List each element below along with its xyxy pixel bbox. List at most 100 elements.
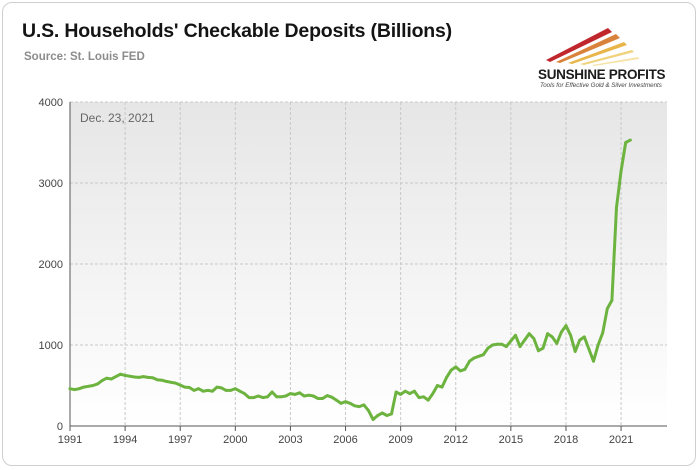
data-point [537,349,540,353]
data-point [546,332,549,336]
data-point [229,389,233,392]
data-point [610,299,614,302]
x-tick-label: 2018 [554,434,578,446]
data-point [233,387,237,391]
data-point [266,395,269,399]
data-point [197,387,201,391]
data-point [628,138,632,142]
data-point [463,367,467,371]
data-point [417,396,421,399]
axes [69,102,667,431]
data-point [270,390,274,394]
data-point [307,393,311,397]
data-point [596,343,600,347]
data-point [573,350,577,353]
data-point [215,385,219,389]
data-point [431,392,435,395]
data-point [256,394,260,398]
data-point [454,365,458,369]
data-point [458,369,462,373]
x-axis-tick-labels: 1991 1994 1997 2000 2003 2006 2009 2012 2015 2018… [58,434,634,446]
x-tick-label: 2003 [278,434,302,446]
data-point [302,394,306,398]
logo-tagline: Tools for Effective Gold & Silver Invest… [540,82,662,89]
data-point [165,380,168,383]
data-point [394,390,398,394]
data-point [509,339,513,343]
data-point [440,385,444,389]
data-point [500,342,504,346]
data-point [137,376,141,379]
data-point [243,392,246,395]
data-point [316,397,320,400]
x-tick-label: 2021 [609,434,633,446]
data-point [560,330,563,334]
data-point [146,376,150,379]
data-point [252,396,256,399]
data-point [77,387,81,391]
data-point [114,375,118,378]
data-point [348,401,352,405]
data-point [289,392,292,395]
data-point [68,387,72,391]
data-point [523,338,526,342]
data-point [174,381,178,385]
x-tick-label: 2009 [388,434,412,446]
data-point [298,391,301,395]
data-point [504,345,508,348]
grid-lines [70,101,667,426]
data-point [119,372,122,376]
data-point [132,375,136,379]
data-point [569,333,572,337]
y-tick-label: 3000 [39,178,63,190]
data-point [279,395,283,399]
data-point [367,409,370,412]
data-point [445,376,448,379]
data-point [601,331,605,335]
y-tick-label: 2000 [39,259,63,271]
data-point [169,380,173,384]
data-point [518,345,522,348]
data-point [422,395,425,399]
data-point [550,335,554,339]
data-point [532,337,536,340]
data-point [105,376,109,380]
data-point [371,418,375,421]
y-tick-label: 0 [57,421,63,433]
sun-rays-icon [546,28,639,66]
data-point [82,385,86,389]
data-point [220,386,223,390]
x-tick-label: 2000 [223,434,247,446]
data-points [68,138,632,421]
data-point [238,389,242,393]
data-point [330,395,334,399]
data-point [128,374,132,378]
data-point [527,332,531,336]
x-tick-label: 1994 [113,434,137,446]
data-point [321,397,324,400]
sunshine-profits-logo: SUNSHINE PROFITS Tools for Effective Gol… [528,20,688,100]
data-point [160,378,164,382]
data-point [555,342,559,345]
data-point [325,394,329,397]
x-tick-label: 2006 [333,434,357,446]
data-point [615,205,618,209]
data-point [408,392,412,395]
data-point [491,343,494,347]
data-point [362,403,366,407]
y-tick-label: 1000 [39,340,63,352]
data-point [578,338,582,342]
data-point [206,389,210,392]
data-point [403,389,407,393]
data-point [96,382,99,386]
data-point [211,389,214,393]
data-point [380,411,384,415]
data-point [385,414,389,417]
data-point [436,384,439,387]
data-point [486,346,490,350]
data-point [449,368,453,372]
data-point [312,394,315,398]
data-point [91,384,95,387]
data-point [188,386,191,389]
